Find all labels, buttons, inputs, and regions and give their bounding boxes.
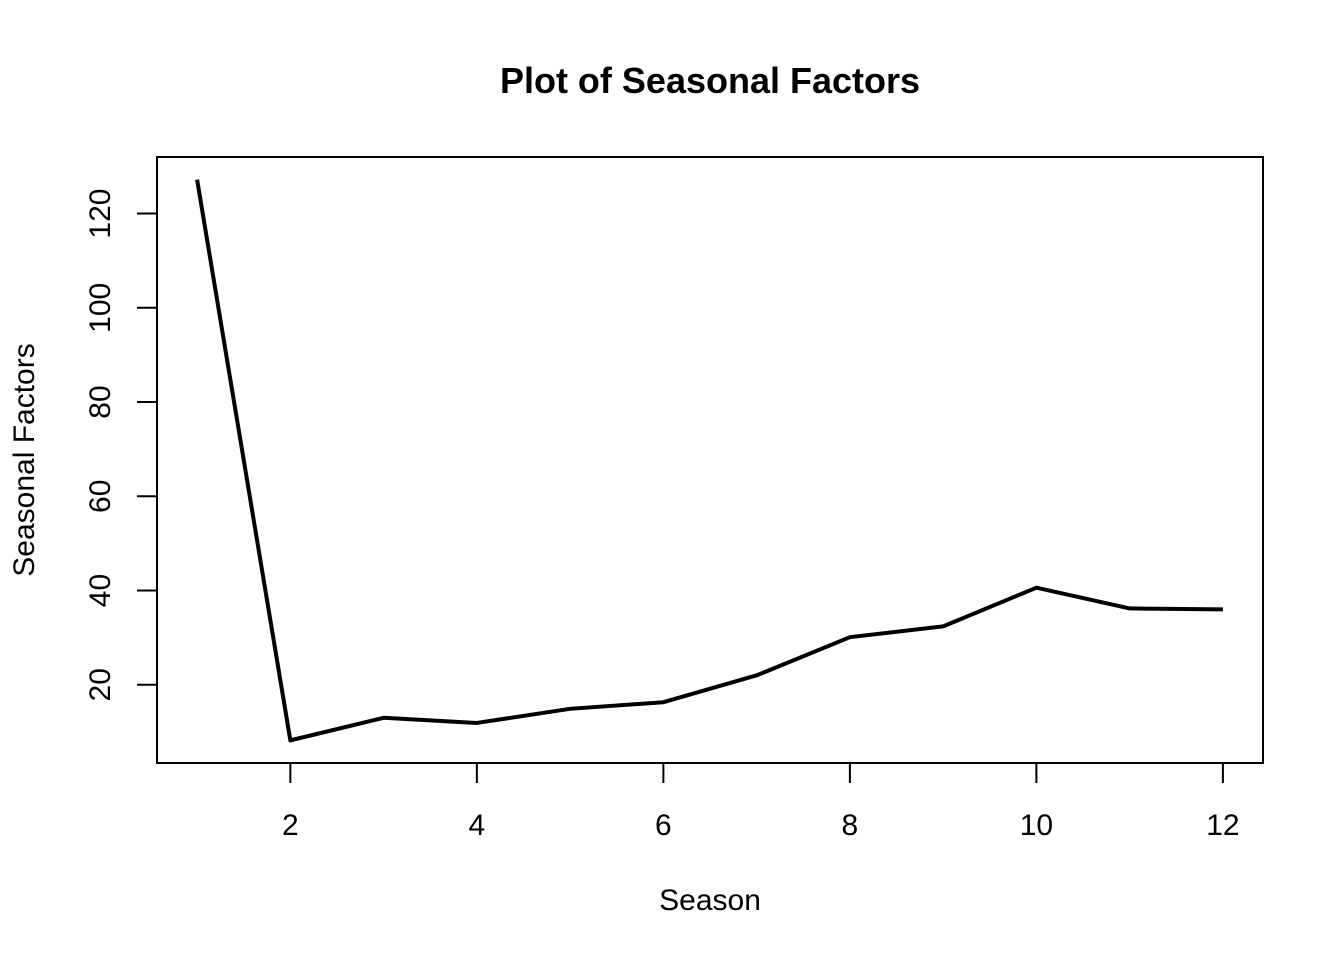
series-line-0 xyxy=(195,179,1223,743)
x-tick-label: 10 xyxy=(1020,809,1053,842)
x-tick-label: 2 xyxy=(282,809,299,842)
x-axis-label: Season xyxy=(659,884,761,917)
y-tick-label: 80 xyxy=(84,385,117,418)
plot-frame xyxy=(156,156,1264,764)
x-tick-label: 6 xyxy=(655,809,672,842)
x-tick-label: 12 xyxy=(1206,809,1239,842)
y-tick-label: 100 xyxy=(84,283,117,333)
y-axis: 20 40 60 80 100 120 xyxy=(84,189,157,701)
x-tick-label: 4 xyxy=(469,809,486,842)
x-axis: 2 4 6 8 10 12 xyxy=(282,763,1240,842)
y-tick-label: 120 xyxy=(84,189,117,239)
y-tick-label: 60 xyxy=(84,480,117,513)
y-tick-label: 40 xyxy=(84,574,117,607)
y-tick-label: 20 xyxy=(84,668,117,701)
y-axis-label: Seasonal Factors xyxy=(8,343,41,576)
chart-title: Plot of Seasonal Factors xyxy=(500,60,920,101)
x-tick-label: 8 xyxy=(842,809,859,842)
series-layer xyxy=(195,179,1223,743)
